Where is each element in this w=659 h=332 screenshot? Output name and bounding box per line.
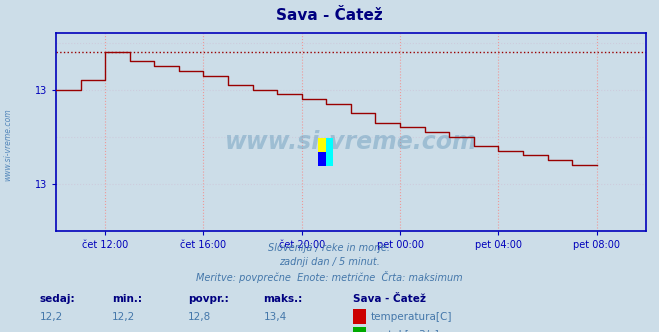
Text: povpr.:: povpr.: — [188, 294, 229, 304]
Text: zadnji dan / 5 minut.: zadnji dan / 5 minut. — [279, 257, 380, 267]
Text: Slovenija / reke in morje.: Slovenija / reke in morje. — [268, 243, 391, 253]
Bar — [326, 138, 333, 166]
Text: -nan: -nan — [112, 330, 135, 332]
Text: temperatura[C]: temperatura[C] — [371, 312, 453, 322]
Text: www.si-vreme.com: www.si-vreme.com — [3, 108, 13, 181]
Text: 12,2: 12,2 — [112, 312, 135, 322]
Text: maks.:: maks.: — [264, 294, 303, 304]
Text: sedaj:: sedaj: — [40, 294, 75, 304]
Text: -nan: -nan — [264, 330, 287, 332]
Bar — [318, 138, 326, 152]
Text: pretok[m3/s]: pretok[m3/s] — [371, 330, 439, 332]
Text: 12,2: 12,2 — [40, 312, 63, 322]
Text: Sava - Čatež: Sava - Čatež — [353, 294, 426, 304]
Text: -nan: -nan — [40, 330, 63, 332]
Text: 13,4: 13,4 — [264, 312, 287, 322]
Text: www.si-vreme.com: www.si-vreme.com — [225, 130, 477, 154]
Bar — [318, 152, 326, 166]
Text: Sava - Čatež: Sava - Čatež — [276, 8, 383, 23]
Text: -nan: -nan — [188, 330, 211, 332]
Text: min.:: min.: — [112, 294, 142, 304]
Text: 12,8: 12,8 — [188, 312, 211, 322]
Text: Meritve: povprečne  Enote: metrične  Črta: maksimum: Meritve: povprečne Enote: metrične Črta:… — [196, 271, 463, 283]
